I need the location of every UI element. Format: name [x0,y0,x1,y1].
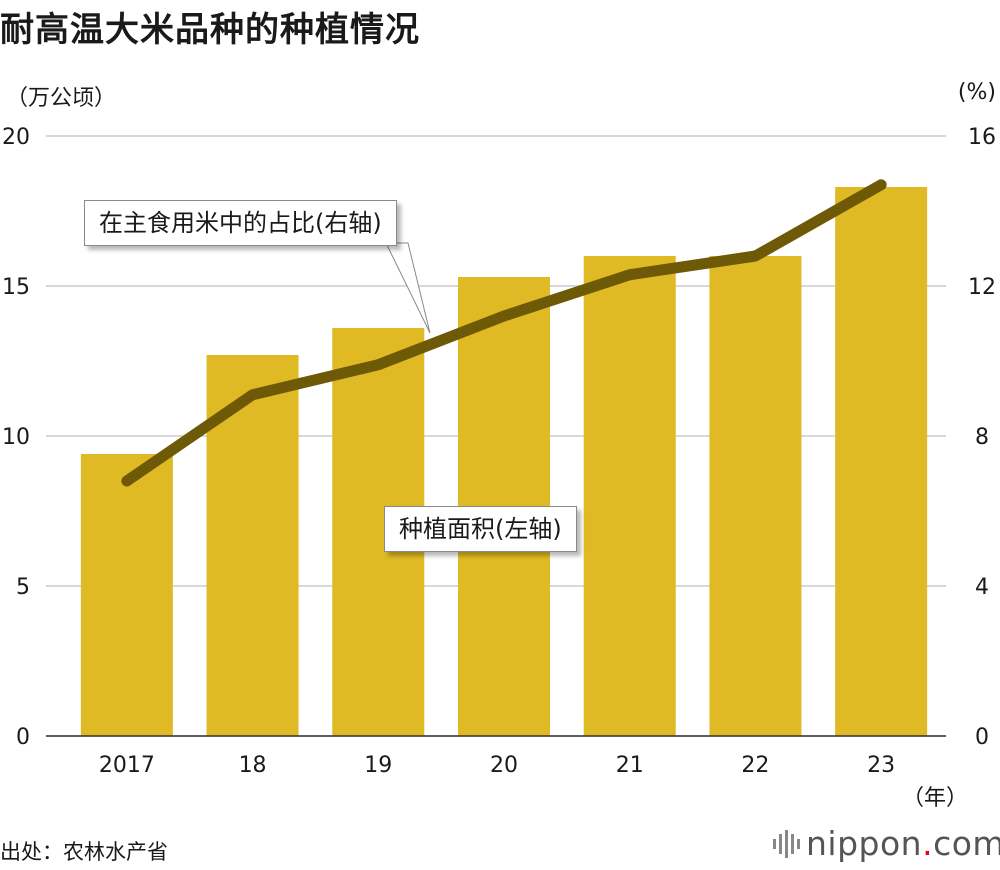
bar [709,256,802,736]
line-series-callout: 在主食用米中的占比(右轴) [84,200,397,246]
logo-mark-icon [773,829,800,858]
x-tick-label: 22 [741,753,769,778]
bar [835,187,928,736]
left-tick-label: 0 [16,725,30,750]
nippon-logo: nippon.com [772,824,1000,863]
right-tick-label: 16 [968,125,996,150]
x-tick-label: 19 [364,753,392,778]
right-axis-unit: (%) [957,80,996,105]
right-tick-label: 12 [968,275,996,300]
left-tick-label: 5 [16,575,30,600]
callout-pointer [385,242,431,334]
right-tick-label: 8 [975,425,989,450]
bar [80,454,173,736]
logo-wordmark: nippon.com [806,824,1000,863]
chart-title: 耐高温大米品种的种植情况 [0,10,420,50]
right-tick-label: 4 [975,575,989,600]
x-axis-unit: （年） [902,786,969,811]
source-note: 出处：农林水产省 [0,840,168,864]
left-tick-label: 15 [2,275,30,300]
bar [583,256,676,736]
x-tick-label: 21 [616,753,644,778]
bar-series-callout: 种植面积(左轴) [384,506,577,552]
right-tick-label: 0 [975,725,989,750]
left-tick-label: 10 [2,425,30,450]
x-tick-label: 2017 [99,753,155,778]
left-axis-unit: （万公顷） [6,86,117,111]
x-tick-label: 23 [867,753,895,778]
x-tick-label: 18 [239,753,267,778]
x-tick-label: 20 [490,753,518,778]
left-tick-label: 20 [2,125,30,150]
